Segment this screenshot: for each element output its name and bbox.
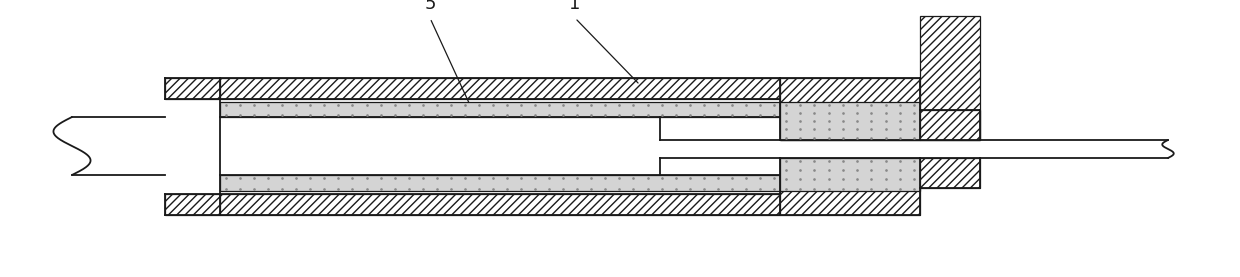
Bar <box>780 158 920 215</box>
Text: 1: 1 <box>569 0 580 13</box>
Bar <box>920 158 980 188</box>
Text: 5: 5 <box>424 0 435 13</box>
Bar <box>165 194 219 215</box>
Bar <box>920 110 980 140</box>
Bar <box>780 158 920 191</box>
Bar <box>780 102 920 140</box>
Bar <box>219 175 780 191</box>
Bar <box>165 78 219 99</box>
Bar <box>780 78 920 140</box>
Bar <box>219 194 780 215</box>
Bar <box>219 102 780 117</box>
Bar <box>920 16 980 140</box>
Bar <box>219 78 780 99</box>
